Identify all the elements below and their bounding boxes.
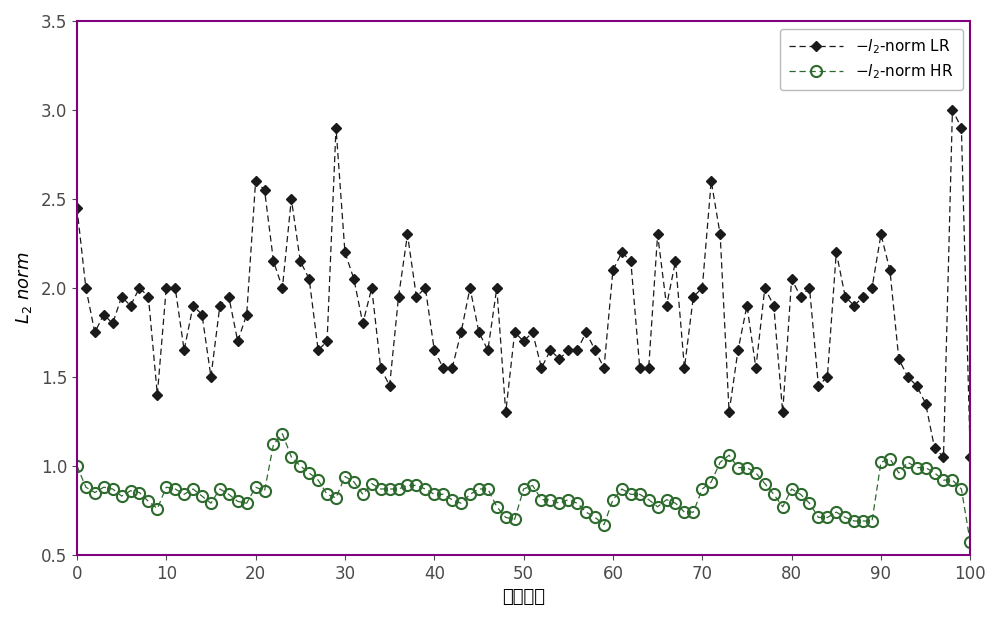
X-axis label: 样本标号: 样本标号 <box>502 588 545 606</box>
Legend: $-l_2$-norm LR, $-l_2$-norm HR: $-l_2$-norm LR, $-l_2$-norm HR <box>780 29 963 91</box>
$-l_2$-norm HR <box>616 485 628 493</box>
Line: $-l_2$-norm LR: $-l_2$-norm LR <box>73 107 974 461</box>
Y-axis label: $\mathit{L}_2$ norm: $\mathit{L}_2$ norm <box>14 252 34 324</box>
$-l_2$-norm LR <box>964 453 976 461</box>
$-l_2$-norm LR <box>133 284 145 291</box>
$-l_2$-norm HR <box>750 469 762 477</box>
$-l_2$-norm LR <box>696 284 708 291</box>
$-l_2$-norm LR <box>946 106 958 113</box>
$-l_2$-norm HR <box>491 503 503 510</box>
$-l_2$-norm LR <box>482 347 494 354</box>
$-l_2$-norm LR <box>741 302 753 309</box>
$-l_2$-norm HR <box>71 462 83 469</box>
$-l_2$-norm HR <box>276 430 288 438</box>
$-l_2$-norm HR <box>303 469 315 477</box>
$-l_2$-norm HR <box>705 478 717 485</box>
$-l_2$-norm LR <box>937 453 949 461</box>
Line: $-l_2$-norm HR: $-l_2$-norm HR <box>71 428 976 548</box>
$-l_2$-norm HR <box>964 539 976 546</box>
$-l_2$-norm LR <box>71 204 83 211</box>
$-l_2$-norm LR <box>607 267 619 274</box>
$-l_2$-norm LR <box>294 257 306 265</box>
$-l_2$-norm HR <box>133 489 145 496</box>
